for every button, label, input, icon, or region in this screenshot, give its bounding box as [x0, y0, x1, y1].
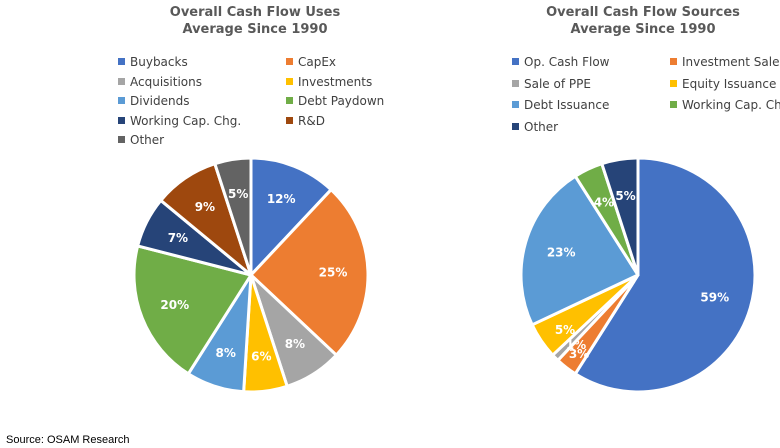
sources-legend-swatch [670, 101, 677, 108]
sources-legend-item: Investment Sales [670, 54, 780, 70]
uses-subtitle-line: Average Since 1990 [182, 22, 328, 37]
uses-slice-label: 8% [216, 346, 236, 360]
sources-legend-label: Op. Cash Flow [524, 55, 610, 69]
sources-legend-swatch [512, 122, 519, 130]
uses-legend-item: Debt Paydown [286, 93, 384, 109]
uses-title-line: Overall Cash Flow Uses [169, 5, 341, 20]
uses-slice-buybacks [249, 156, 333, 277]
uses-legend-label: R&D [298, 113, 325, 128]
sources-legend-item: Op. Cash Flow [512, 54, 610, 70]
uses-legend-item: Dividends [118, 93, 189, 109]
sources-legend-swatch [512, 58, 519, 65]
uses-legend-label: Debt Paydown [298, 94, 385, 108]
sources-legend-swatch [512, 101, 519, 108]
uses-legend-item: R&D [286, 113, 325, 129]
sources-chart-title: Overall Cash Flow Sources Average Since … [498, 4, 780, 38]
sources-legend-item: Debt Issuance [512, 97, 609, 113]
sources-slice-op-cash-flow [573, 156, 757, 394]
sources-legend-swatch [512, 79, 519, 87]
uses-slice-label: 25% [319, 265, 348, 279]
sources-legend-label: Working Cap. Chg. [682, 98, 780, 112]
uses-slice-label: 9% [195, 200, 215, 214]
uses-legend-item: Other [118, 132, 164, 148]
uses-legend-swatch [286, 58, 293, 65]
uses-legend-swatch [286, 97, 293, 104]
uses-chart-title: Overall Cash Flow Uses Average Since 199… [110, 4, 400, 38]
sources-subtitle-line: Average Since 1990 [570, 22, 716, 37]
uses-legend-item: Working Cap. Chg. [118, 113, 241, 129]
source-note: Source: OSAM Research [6, 434, 130, 446]
uses-legend-label: CapEx [298, 55, 337, 69]
sources-legend-label: Debt Issuance [524, 98, 610, 112]
uses-slice-label: 7% [168, 231, 188, 245]
sources-slice-label: 3% [569, 347, 589, 361]
uses-legend-label: Acquisitions [130, 74, 202, 89]
uses-legend-label: Other [130, 133, 165, 147]
uses-legend-item: Acquisitions [118, 74, 202, 90]
sources-legend-label: Sale of PPE [524, 76, 591, 91]
uses-legend-item: CapEx [286, 54, 336, 70]
sources-slice-label: 5% [555, 323, 575, 337]
sources-slice-debt-issuance [519, 174, 640, 327]
uses-legend-swatch [118, 58, 125, 65]
uses-slice-label: 8% [285, 337, 305, 351]
sources-legend-item: Working Cap. Chg. [670, 97, 780, 113]
uses-legend-item: Investments [286, 74, 372, 90]
sources-legend-swatch [670, 58, 677, 65]
sources-slice-label: 23% [547, 246, 576, 260]
uses-legend-label: Buybacks [130, 55, 188, 69]
sources-legend-swatch [670, 79, 677, 87]
uses-legend-swatch [118, 77, 125, 85]
uses-legend-swatch [286, 77, 293, 85]
sources-legend-item: Equity Issuance [670, 76, 776, 92]
uses-legend-swatch [286, 116, 293, 124]
uses-slice-label: 12% [267, 192, 296, 206]
sources-slice-label: 59% [700, 290, 729, 304]
sources-legend-label: Investment Sales [682, 55, 780, 69]
uses-legend-label: Working Cap. Chg. [130, 113, 242, 128]
sources-title-line: Overall Cash Flow Sources [546, 5, 740, 20]
uses-slice-capex [249, 188, 370, 357]
sources-legend-label: Other [524, 119, 559, 134]
uses-legend-swatch [118, 97, 125, 104]
sources-legend-label: Equity Issuance [682, 76, 777, 91]
uses-legend-swatch [118, 116, 125, 124]
uses-legend-label: Dividends [130, 94, 190, 108]
sources-legend-item: Other [512, 119, 558, 135]
uses-legend-label: Investments [298, 74, 373, 89]
sources-slice-label: 5% [615, 189, 635, 203]
sources-slice-label: 4% [594, 196, 614, 210]
uses-legend-swatch [118, 136, 125, 143]
uses-slice-debt-paydown [132, 244, 253, 376]
uses-slice-label: 20% [160, 298, 189, 312]
uses-slice-label: 5% [228, 187, 248, 201]
uses-slice-other [213, 156, 253, 277]
sources-slice-label: 1% [566, 338, 586, 352]
uses-legend-item: Buybacks [118, 54, 188, 70]
sources-legend-item: Sale of PPE [512, 76, 591, 92]
uses-slice-label: 6% [251, 349, 271, 363]
sources-slice-other [600, 156, 640, 277]
